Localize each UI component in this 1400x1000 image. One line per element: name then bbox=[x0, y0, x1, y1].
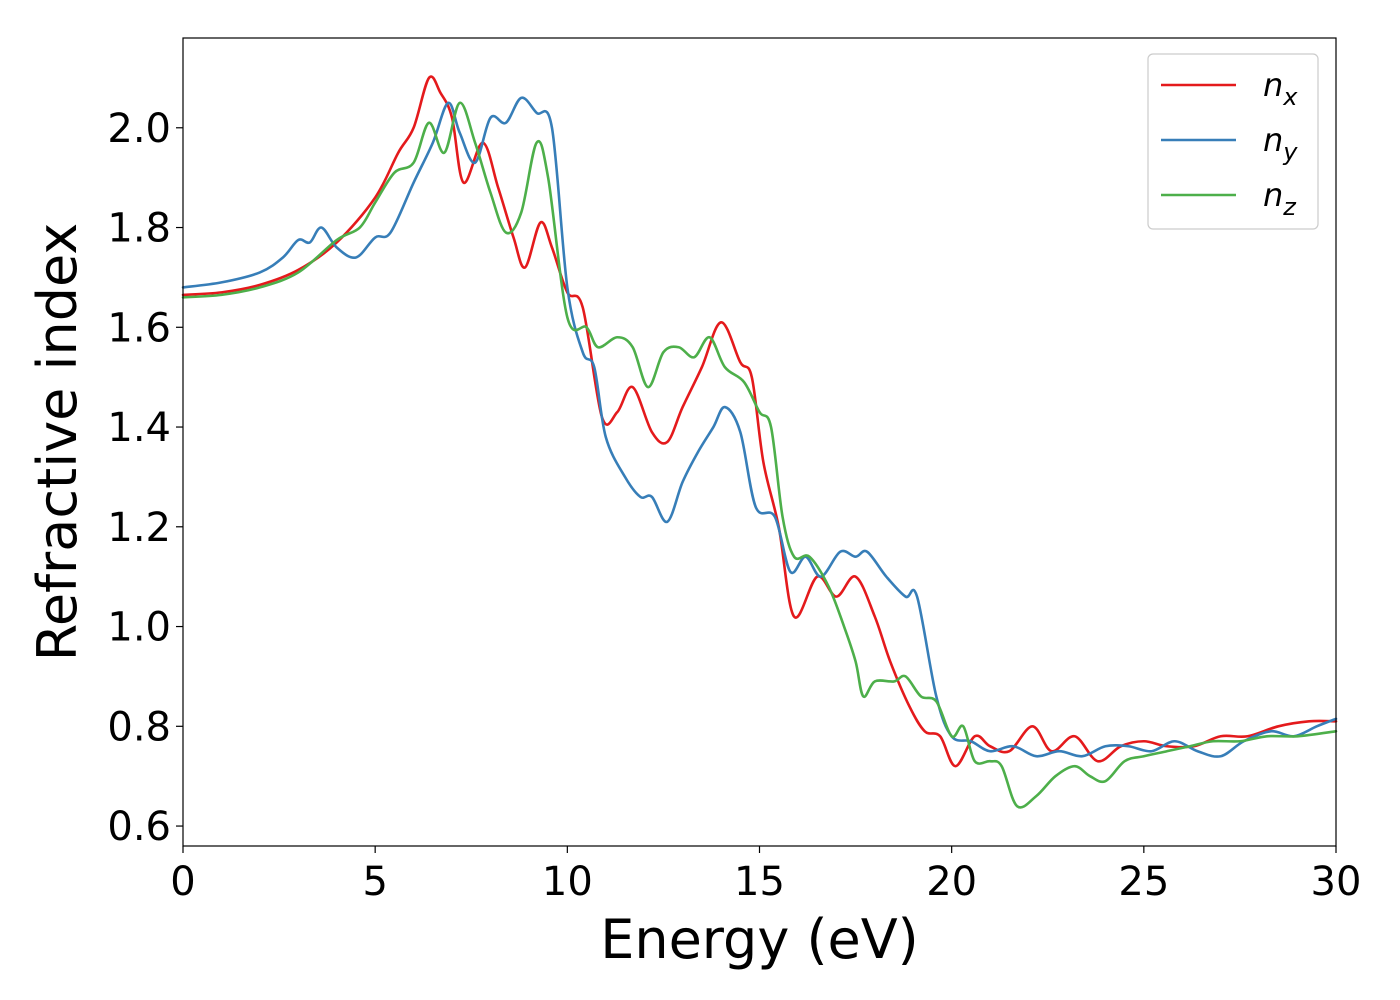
legend-label-base: n bbox=[1263, 66, 1283, 104]
y-tick-label: 1.4 bbox=[107, 405, 171, 451]
y-axis-title: Refractive index bbox=[26, 223, 89, 662]
x-tick-label: 10 bbox=[542, 859, 593, 905]
y-tick-label: 1.6 bbox=[107, 305, 171, 351]
x-axis-title: Energy (eV) bbox=[600, 908, 919, 971]
y-tick-label: 1.8 bbox=[107, 206, 171, 252]
legend-box bbox=[1147, 53, 1319, 230]
series-line-n-z bbox=[181, 101, 1338, 809]
x-tick-label: 30 bbox=[1311, 859, 1362, 905]
y-tick-label: 0.8 bbox=[107, 704, 171, 750]
legend-label-subscript: x bbox=[1282, 83, 1298, 111]
series-line-n-y bbox=[181, 96, 1338, 758]
y-tick-label: 1.0 bbox=[107, 605, 171, 651]
x-tick-label: 15 bbox=[734, 859, 785, 905]
legend-label-subscript: y bbox=[1282, 138, 1298, 166]
y-tick-label: 0.6 bbox=[107, 804, 171, 850]
series-layer bbox=[181, 75, 1338, 809]
x-tick-label: 5 bbox=[362, 859, 387, 905]
y-tick-label: 2.0 bbox=[107, 106, 171, 152]
x-tick-label: 25 bbox=[1118, 859, 1169, 905]
x-tick-label: 0 bbox=[170, 859, 195, 905]
legend-label: ny bbox=[1263, 121, 1298, 166]
legend-label: nz bbox=[1263, 176, 1297, 221]
legend-label-base: n bbox=[1263, 121, 1283, 159]
legend-label-subscript: z bbox=[1282, 193, 1297, 221]
y-tick-label: 1.2 bbox=[107, 505, 171, 551]
series-line-n-x bbox=[181, 75, 1338, 768]
x-axis-ticks: 0 5 10 15 20 25 30 bbox=[170, 846, 1361, 905]
legend-label-base: n bbox=[1263, 176, 1283, 214]
x-tick-label: 20 bbox=[926, 859, 977, 905]
y-axis-ticks: 0.6 0.8 1.0 1.2 1.4 1.6 1.8 2.0 bbox=[107, 106, 183, 850]
legend-label: nx bbox=[1263, 66, 1298, 111]
